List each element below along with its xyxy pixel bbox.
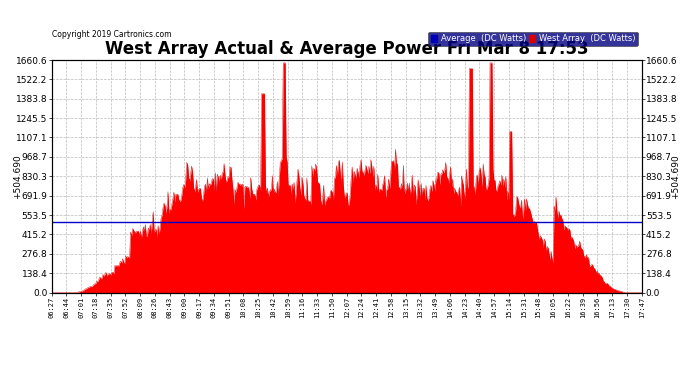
Title: West Array Actual & Average Power Fri Mar 8 17:53: West Array Actual & Average Power Fri Ma… (105, 40, 589, 58)
Text: Copyright 2019 Cartronics.com: Copyright 2019 Cartronics.com (52, 30, 171, 39)
Text: +504.690: +504.690 (671, 154, 680, 199)
Text: +504.690: +504.690 (13, 154, 22, 199)
Legend: Average  (DC Watts), West Array  (DC Watts): Average (DC Watts), West Array (DC Watts… (428, 32, 638, 46)
